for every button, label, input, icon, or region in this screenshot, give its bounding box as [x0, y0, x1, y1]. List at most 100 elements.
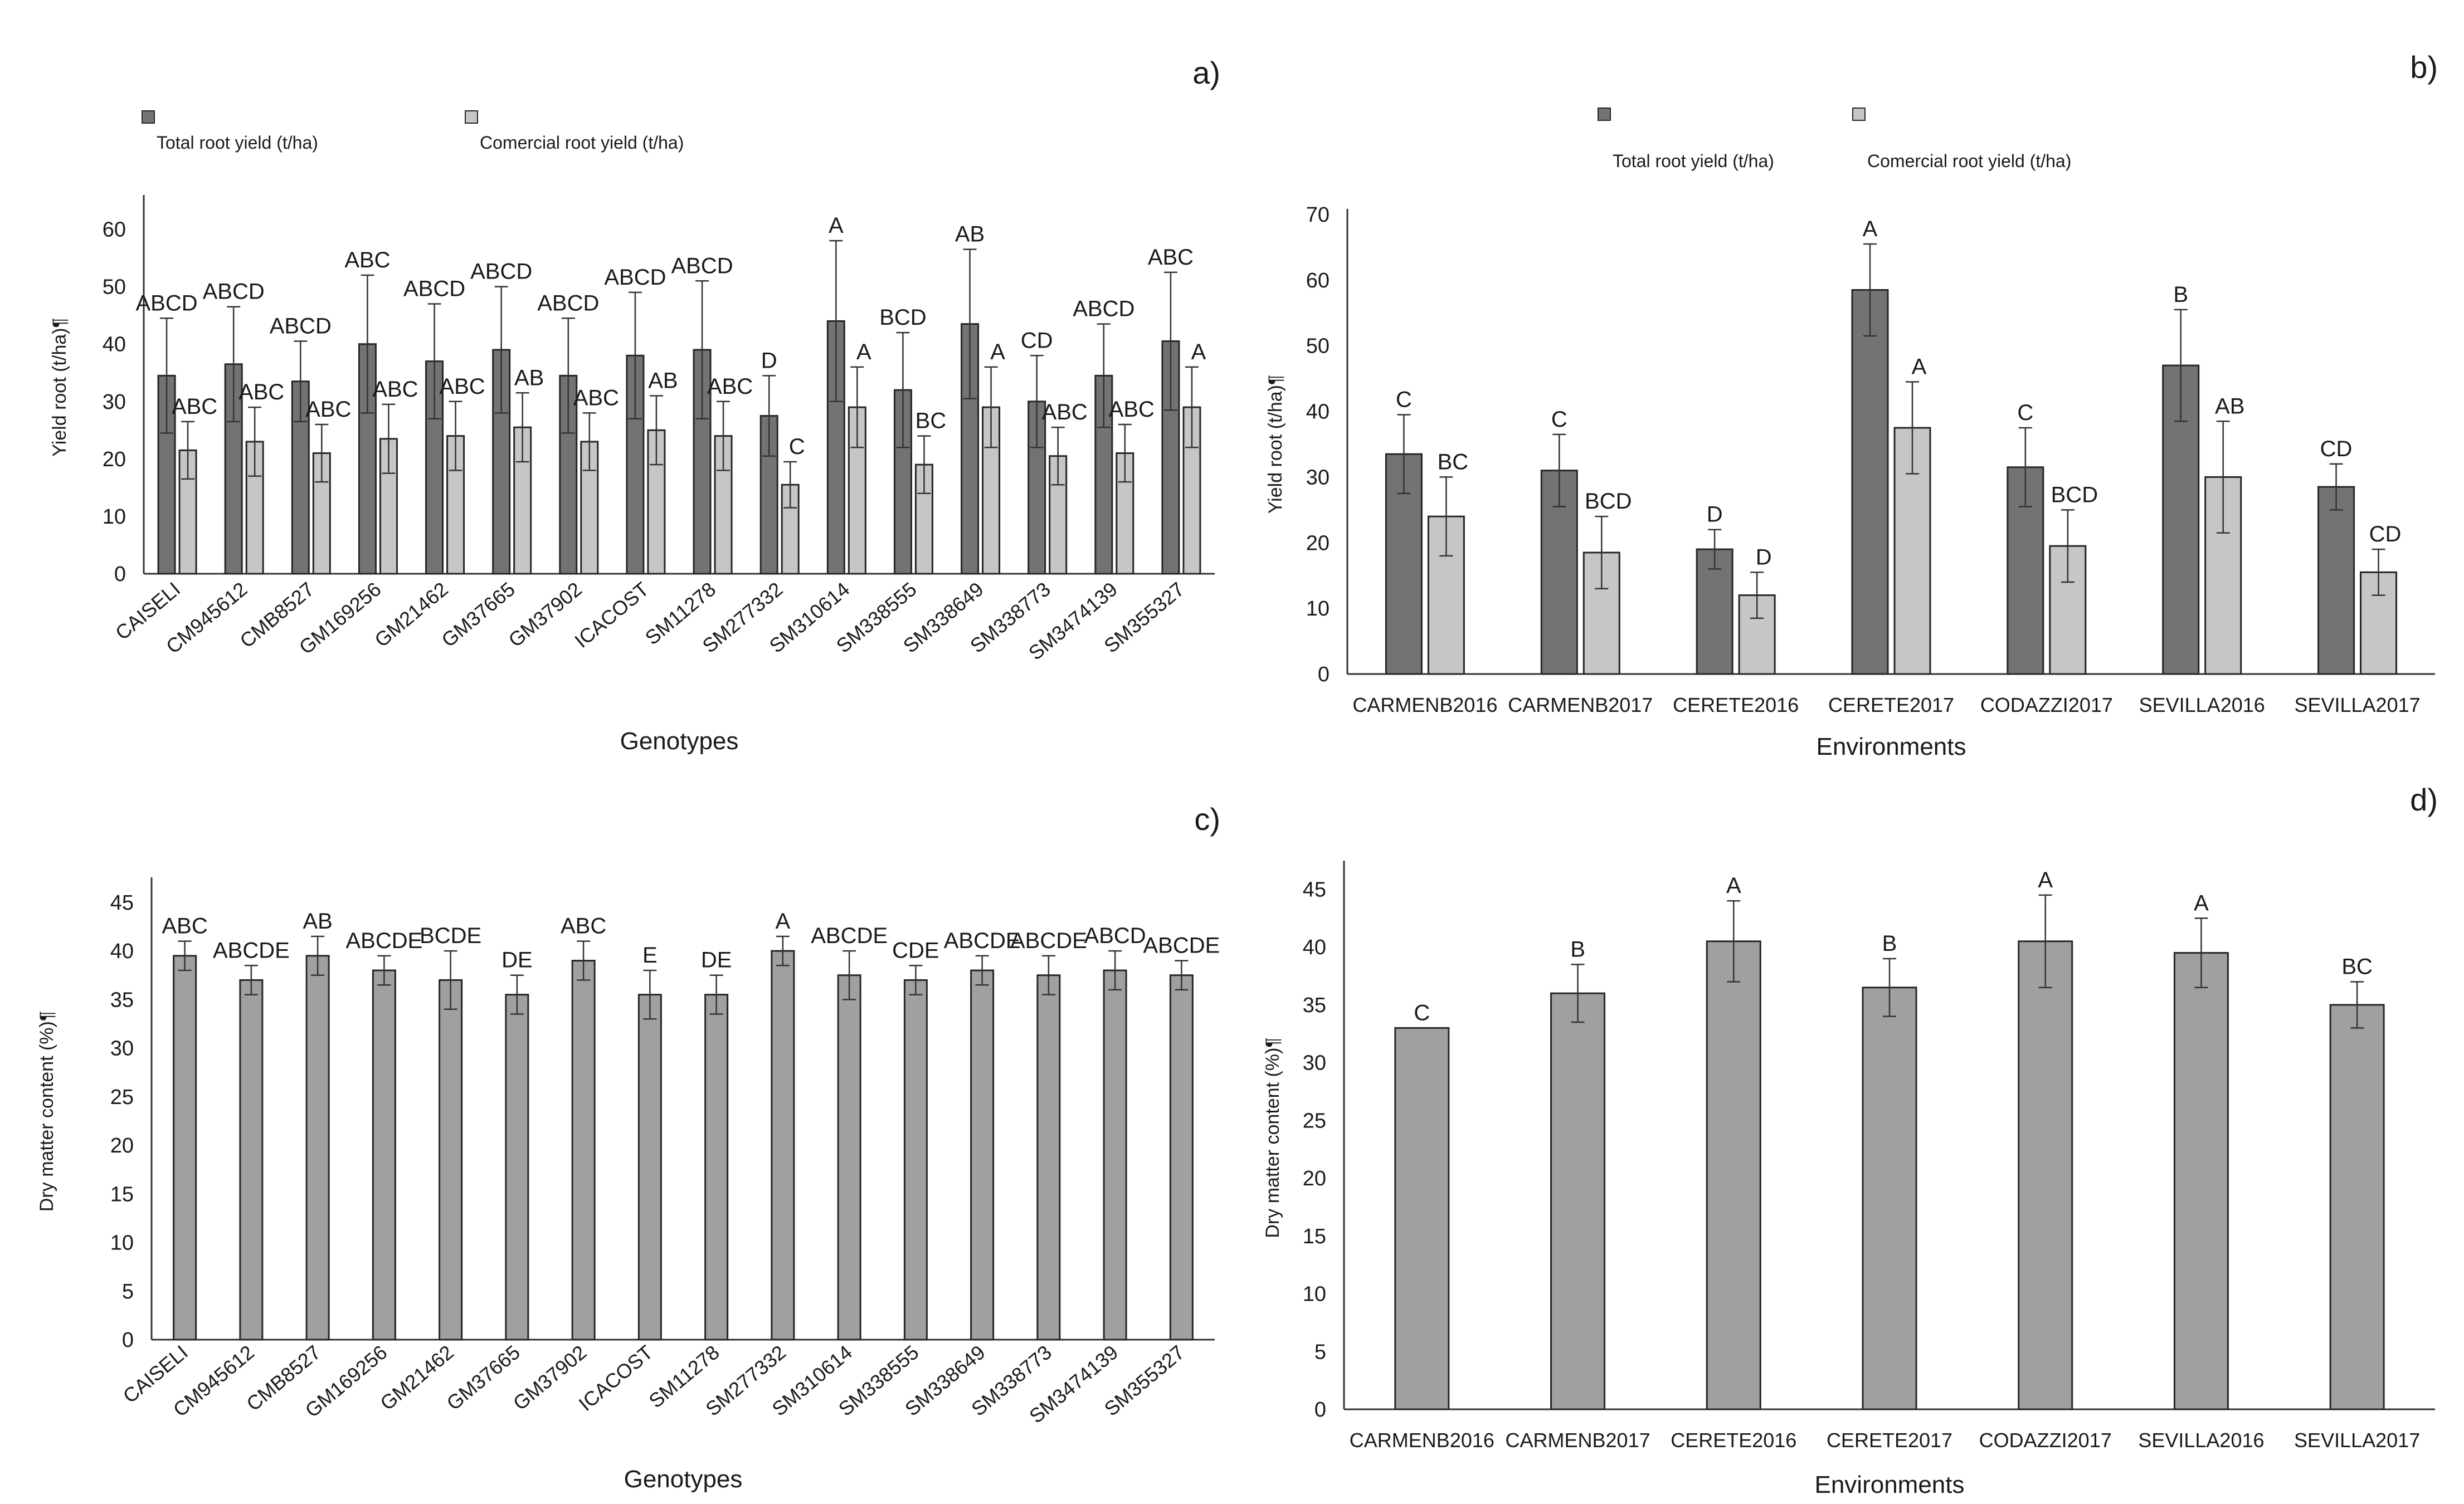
significance-label: A	[990, 340, 1005, 364]
significance-label: CD	[2369, 522, 2402, 546]
x-axis-title: Genotypes	[620, 727, 739, 755]
significance-label: DE	[701, 948, 732, 973]
y-tick-label: 10	[1306, 597, 1330, 621]
significance-label: DE	[501, 948, 533, 973]
significance-label: A	[856, 340, 871, 364]
significance-label: ABCDE	[1143, 934, 1220, 958]
y-tick-label: 15	[110, 1183, 134, 1206]
y-tick-label: 25	[1303, 1109, 1326, 1132]
x-tick-label: CERETE2017	[1827, 1429, 1952, 1452]
bar-single	[372, 969, 396, 1341]
bar-single	[771, 950, 795, 1341]
significance-label: D	[1756, 545, 1772, 569]
significance-label: ABC	[162, 914, 208, 939]
y-tick-label: 10	[110, 1232, 134, 1255]
significance-label: A	[1726, 873, 1741, 898]
y-tick-label: 0	[122, 1329, 134, 1352]
significance-label: ABCD	[270, 314, 332, 339]
significance-label: BCD	[2051, 482, 2098, 507]
chart-panel-2: b) Total root yield (t/ha) Comercial root …	[1265, 50, 2438, 760]
x-axis-title: Environments	[1816, 733, 1966, 760]
x-tick-label: SEVILLA2017	[2294, 1429, 2420, 1452]
legend-swatch-total	[142, 110, 155, 124]
bar-single	[1706, 940, 1761, 1410]
x-tick-label: GM21462	[376, 1341, 457, 1415]
significance-label: A	[2038, 868, 2053, 892]
x-tick-label: CARMENB2017	[1506, 1429, 1650, 1452]
x-axis-title: Genotypes	[624, 1466, 743, 1493]
panel-letter: a)	[1192, 55, 1220, 90]
bar-single	[1550, 992, 1606, 1410]
significance-label: ABC	[439, 374, 485, 399]
significance-label: A	[1912, 355, 1927, 379]
y-tick-label: 20	[110, 1134, 134, 1158]
legend-label-commercial: Comercial root yield (t/ha)	[1867, 151, 2071, 171]
significance-label: C	[1551, 407, 1567, 432]
significance-label: AB	[648, 368, 678, 393]
significance-label: ABCD	[671, 253, 733, 278]
y-tick-label: 25	[110, 1086, 134, 1109]
significance-label: AB	[2215, 394, 2244, 418]
significance-label: A	[829, 213, 844, 238]
y-tick-label: 40	[103, 333, 126, 357]
chart-panel-4: d) 0 5 10 15 20 25 30 35 40 45 C CARMENB2016 B CARMENB…	[1262, 782, 2438, 1498]
y-tick-label: 50	[103, 276, 126, 299]
x-tick-label: CODAZZI2017	[1980, 694, 2113, 716]
legend-label-commercial: Comercial root yield (t/ha)	[480, 133, 684, 153]
significance-label: B	[1570, 937, 1585, 961]
bar-commercial	[178, 449, 197, 575]
significance-label: BC	[916, 409, 947, 433]
y-tick-label: 60	[1306, 269, 1330, 292]
significance-label: C	[1396, 387, 1412, 412]
bar-single	[903, 979, 928, 1341]
x-tick-label: CARMENB2017	[1508, 694, 1653, 716]
x-tick-label: SEVILLA2017	[2294, 694, 2420, 716]
chart-panel-3: c)051015202530354045ABCCAISELIABCDECM945…	[36, 802, 1220, 1493]
significance-label: B	[2173, 282, 2188, 307]
y-tick-label: 20	[103, 448, 126, 471]
significance-label: ABCD	[403, 277, 465, 301]
legend-swatch-total	[1598, 108, 1611, 121]
bar-total	[1851, 289, 1889, 675]
y-tick-label: 60	[103, 218, 126, 242]
significance-label: ABC	[238, 380, 284, 404]
x-tick-label: CERETE2016	[1671, 1429, 1796, 1452]
bar-single	[505, 994, 529, 1341]
y-tick-label: 5	[122, 1280, 134, 1303]
bar-total	[492, 349, 511, 575]
significance-label: D	[761, 348, 777, 373]
bar-single	[439, 979, 463, 1341]
bar-single	[970, 969, 995, 1341]
x-tick-label: ICACOST	[574, 1341, 658, 1415]
y-tick-label: 10	[103, 505, 126, 529]
y-tick-label: 0	[1314, 1398, 1326, 1422]
significance-label: ABCD	[470, 260, 532, 284]
y-tick-label: 40	[110, 940, 134, 963]
significance-label: A	[1191, 340, 1206, 364]
significance-label: AB	[514, 365, 544, 390]
bar-single	[2329, 1004, 2385, 1410]
y-tick-label: 20	[1303, 1167, 1326, 1190]
bar-single	[1394, 1027, 1450, 1410]
x-tick-label: CARMENB2016	[1352, 694, 1497, 716]
significance-label: ABC	[1042, 400, 1088, 424]
x-tick-label: CODAZZI2017	[1979, 1429, 2112, 1452]
significance-label: ABC	[1109, 397, 1155, 422]
significance-label: ABCDE	[811, 924, 888, 948]
y-tick-label: 35	[110, 988, 134, 1012]
significance-label: ABCDE	[1010, 929, 1087, 953]
y-tick-label: 40	[1303, 936, 1326, 959]
significance-label: ABCD	[203, 280, 265, 304]
y-tick-label: 20	[1306, 531, 1330, 555]
bar-single	[239, 979, 264, 1341]
panel-letter: d)	[2410, 782, 2438, 817]
legend-swatch-commercial	[465, 110, 478, 124]
significance-label: ABCD	[1073, 297, 1134, 321]
bar-total	[2317, 486, 2355, 675]
x-tick-label: CERETE2017	[1828, 694, 1954, 716]
y-tick-label: 45	[1303, 878, 1326, 901]
significance-label: AB	[303, 909, 332, 934]
significance-label: ABCDE	[944, 929, 1021, 953]
significance-label: ABC	[707, 374, 753, 399]
significance-label: ABC	[344, 248, 390, 272]
